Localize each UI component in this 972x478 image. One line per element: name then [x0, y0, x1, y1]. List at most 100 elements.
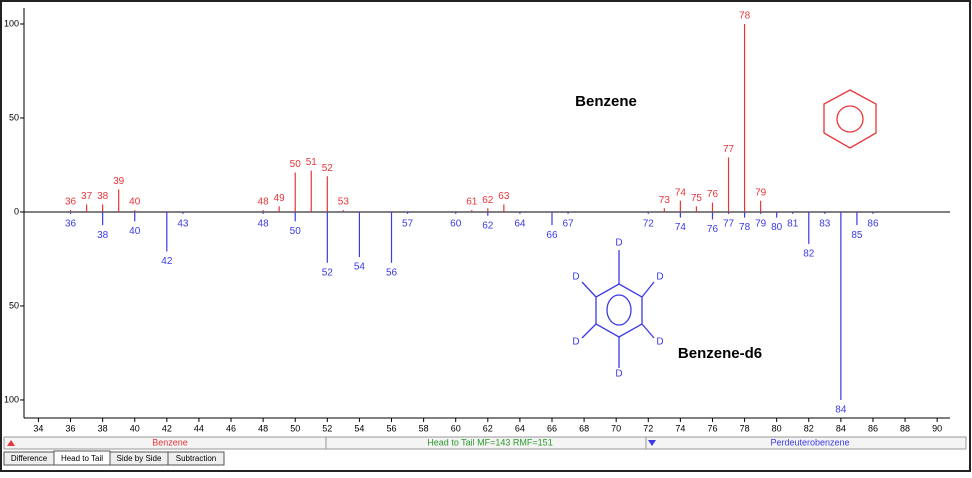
status-bar [3, 436, 967, 450]
peak-label: 85 [851, 230, 863, 241]
peak-label: 60 [450, 218, 462, 229]
peak-label: 43 [177, 218, 189, 229]
x-tick-label: 60 [451, 423, 461, 433]
x-tick-label: 66 [547, 423, 557, 433]
peak-label: 51 [306, 157, 318, 168]
peak-label: 72 [643, 218, 655, 229]
tab-label[interactable]: Subtraction [176, 454, 216, 463]
x-tick-label: 50 [290, 423, 300, 433]
x-tick-label: 68 [579, 423, 589, 433]
atom-label: D [572, 337, 579, 348]
peak-label: 50 [290, 226, 302, 237]
atom-label: D [656, 337, 663, 348]
peak-label: 38 [97, 191, 109, 202]
peak-label: 79 [755, 218, 767, 229]
x-tick-label: 84 [836, 423, 846, 433]
peak-label: 75 [691, 193, 703, 204]
peak-label: 76 [707, 224, 719, 235]
peak-label: 66 [546, 230, 558, 241]
peak-label: 74 [675, 187, 687, 198]
x-tick-label: 38 [98, 423, 108, 433]
x-tick-label: 48 [258, 423, 268, 433]
tab-label[interactable]: Side by Side [117, 454, 162, 463]
x-tick-label: 46 [226, 423, 236, 433]
x-tick-label: 72 [643, 423, 653, 433]
peak-label: 73 [659, 195, 671, 206]
peak-label: 82 [803, 249, 815, 260]
x-tick-label: 54 [354, 423, 364, 433]
y-tick-label: 100 [4, 18, 19, 28]
peak-label: 50 [290, 159, 302, 170]
x-tick-label: 62 [483, 423, 493, 433]
peak-label: 86 [867, 218, 879, 229]
peak-label: 81 [787, 218, 799, 229]
y-tick-label: 100 [4, 394, 19, 404]
peak-label: 37 [81, 191, 93, 202]
benzene-d6-structure [581, 250, 655, 368]
peak-label: 57 [402, 218, 414, 229]
atom-label: D [615, 238, 622, 249]
x-tick-label: 34 [33, 423, 43, 433]
peak-label: 39 [113, 176, 125, 187]
x-tick-label: 86 [868, 423, 878, 433]
x-tick-label: 74 [675, 423, 685, 433]
x-tick-label: 42 [162, 423, 172, 433]
x-tick-label: 70 [611, 423, 621, 433]
x-tick-label: 80 [772, 423, 782, 433]
x-tick-label: 76 [707, 423, 717, 433]
peak-label: 78 [739, 222, 751, 233]
peak-label: 48 [258, 218, 270, 229]
y-tick-label: 50 [9, 300, 19, 310]
tab-label[interactable]: Head to Tail [61, 454, 103, 463]
x-tick-label: 36 [66, 423, 76, 433]
peak-label: 84 [835, 405, 847, 416]
peak-label: 40 [129, 226, 141, 237]
peak-label: 62 [482, 220, 494, 231]
library-name: Perdeuterobenzene [770, 437, 849, 447]
annotation: Benzene-d6 [678, 345, 762, 362]
peak-label: 67 [562, 218, 574, 229]
peak-label: 53 [338, 197, 350, 208]
match-status: Head to Tail MF=143 RMF=151 [427, 437, 552, 447]
y-tick-label: 50 [9, 112, 19, 122]
annotation: Benzene [575, 93, 637, 110]
y-tick-label: 0 [14, 206, 19, 216]
x-tick-label: 40 [130, 423, 140, 433]
x-tick-label: 44 [194, 423, 204, 433]
peak-label: 38 [97, 230, 109, 241]
arrow-icon [648, 440, 656, 446]
peak-label: 61 [466, 197, 478, 208]
peak-label: 64 [514, 218, 526, 229]
peak-label: 83 [819, 218, 831, 229]
peak-label: 74 [675, 222, 687, 233]
atom-label: D [615, 369, 622, 380]
peak-label: 78 [739, 11, 751, 22]
arrow-icon [7, 440, 15, 446]
tab[interactable] [167, 451, 225, 466]
x-tick-label: 52 [322, 423, 332, 433]
x-tick-label: 56 [387, 423, 397, 433]
library-name: Benzene [152, 437, 188, 447]
peak-label: 63 [498, 191, 510, 202]
peak-label: 52 [322, 267, 334, 278]
peak-label: 52 [322, 163, 334, 174]
x-tick-label: 90 [932, 423, 942, 433]
tab-label[interactable]: Difference [11, 454, 48, 463]
peak-label: 48 [258, 197, 270, 208]
x-tick-label: 82 [804, 423, 814, 433]
peak-label: 80 [771, 222, 783, 233]
peak-label: 77 [723, 218, 735, 229]
peak-label: 42 [161, 256, 173, 267]
x-tick-label: 58 [419, 423, 429, 433]
atom-label: D [656, 272, 663, 283]
x-tick-label: 78 [740, 423, 750, 433]
atom-label: D [572, 272, 579, 283]
x-tick-label: 88 [900, 423, 910, 433]
peak-label: 77 [723, 144, 735, 155]
peak-label: 54 [354, 262, 366, 273]
peak-label: 56 [386, 267, 398, 278]
peak-label: 79 [755, 187, 767, 198]
peak-label: 40 [129, 197, 141, 208]
